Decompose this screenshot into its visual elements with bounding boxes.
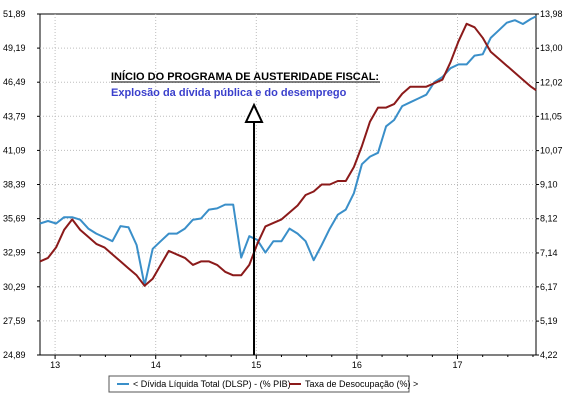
- left-tick-label: 35,69: [3, 214, 26, 224]
- right-tick-label: 5,19: [540, 316, 558, 326]
- right-axis: 4,22 5,19 6,17 7,14 8,12 9,10 10,07 11,05 12,02 1…: [536, 9, 563, 360]
- legend: < Dívida Líquida Total (DLSP) - (% PIB) …: [108, 375, 418, 393]
- left-tick-label: 27,59: [3, 316, 26, 326]
- left-tick-label: 46,49: [3, 77, 26, 87]
- left-axis: 24,89 27,59 30,29 32,99 35,69 38,39 41,09 43,79…: [3, 9, 40, 360]
- right-tick-label: 9,10: [540, 180, 558, 190]
- x-axis: 13 14 15 16 17: [50, 355, 534, 370]
- right-tick-label: 10,07: [540, 146, 563, 156]
- legend-label-debt: < Dívida Líquida Total (DLSP) - (% PIB): [133, 379, 291, 389]
- right-tick-label: 6,17: [540, 282, 558, 292]
- left-tick-label: 43,79: [3, 111, 26, 121]
- left-tick-label: 41,09: [3, 145, 26, 155]
- annotation-title: INÍCIO DO PROGRAMA DE AUSTERIDADE FISCAL…: [111, 70, 379, 83]
- x-tick-label: 14: [151, 360, 161, 370]
- right-tick-label: 11,05: [540, 111, 562, 121]
- left-tick-label: 24,89: [3, 350, 26, 360]
- series-line-unemployment: [39, 22, 537, 287]
- right-tick-label: 13,00: [540, 43, 563, 53]
- series-group: [39, 15, 537, 287]
- left-tick-label: 32,99: [3, 248, 26, 258]
- plot-frame: [39, 13, 537, 356]
- annotation-subtitle: Explosão da dívida pública e do desempre…: [111, 87, 347, 99]
- left-tick-label: 38,39: [3, 180, 26, 190]
- annotation-arrow-head: [244, 102, 264, 123]
- left-tick-label: 30,29: [3, 282, 26, 292]
- right-tick-label: 12,02: [540, 77, 563, 87]
- legend-box: [108, 375, 410, 393]
- right-tick-label: 13,98: [540, 9, 563, 19]
- x-tick-label: 15: [251, 360, 261, 370]
- x-tick-label: 13: [50, 360, 60, 370]
- series-line-debt: [39, 15, 537, 287]
- left-tick-label: 51,89: [3, 9, 26, 19]
- annotation: INÍCIO DO PROGRAMA DE AUSTERIDADE FISCAL…: [111, 70, 380, 355]
- x-tick-label: 16: [352, 360, 362, 370]
- right-tick-label: 8,12: [540, 214, 558, 224]
- x-tick-label: 17: [453, 360, 463, 370]
- right-tick-label: 7,14: [540, 248, 558, 258]
- legend-label-unemployment: Taxa de Desocupação (%) >: [305, 379, 418, 389]
- right-tick-label: 4,22: [540, 350, 558, 360]
- left-tick-label: 49,19: [3, 43, 26, 53]
